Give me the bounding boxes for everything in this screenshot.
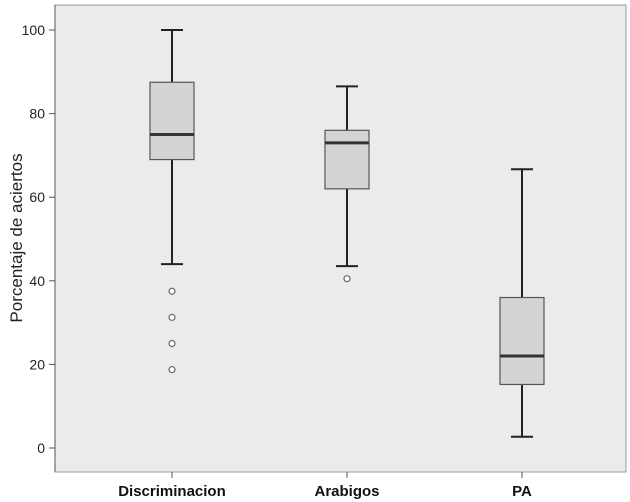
box-discriminacion	[149, 29, 195, 374]
y-tick-label: 100	[22, 22, 46, 38]
outlier-point	[343, 275, 351, 283]
outlier-point	[168, 287, 176, 295]
iqr-box	[149, 81, 195, 161]
y-tick-label: 80	[29, 106, 45, 122]
box-pa	[499, 168, 545, 438]
outlier-point	[168, 366, 176, 374]
boxes	[149, 29, 545, 438]
y-tick-label: 40	[29, 273, 45, 289]
y-tick-label: 60	[29, 189, 45, 205]
outlier-point	[168, 313, 176, 321]
x-axis-labels: Discriminacion Arabigos PA	[118, 472, 532, 500]
box-arabigos	[324, 85, 370, 283]
iqr-box	[324, 129, 370, 190]
iqr-box	[499, 296, 545, 386]
x-category-label: Arabigos	[314, 483, 379, 500]
y-tick-label: 20	[29, 356, 45, 372]
y-axis: 0 20 40 60 80 100	[22, 5, 56, 472]
x-category-label: PA	[512, 483, 532, 500]
x-category-label: Discriminacion	[118, 483, 226, 500]
outlier-point	[168, 339, 176, 348]
y-tick-label: 0	[37, 440, 45, 456]
y-axis-title: Porcentaje de aciertos	[7, 153, 26, 322]
plot-area	[54, 4, 627, 473]
